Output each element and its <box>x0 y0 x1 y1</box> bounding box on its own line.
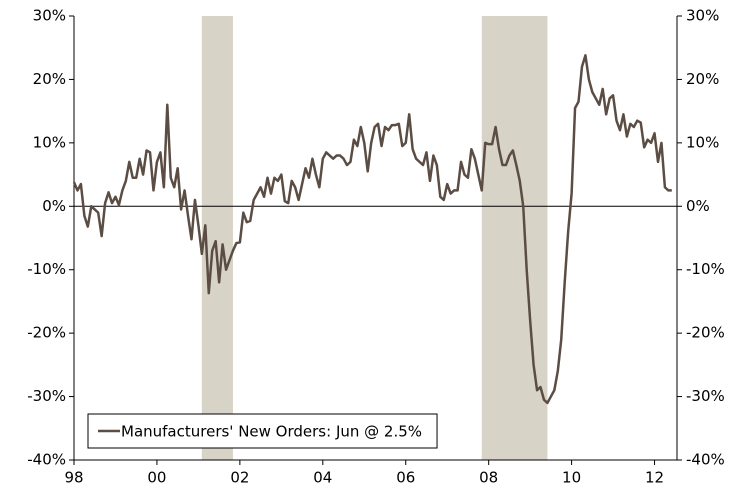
legend-box <box>87 413 438 449</box>
y2-tick-label: 10% <box>686 133 719 151</box>
y2-tick-label: 20% <box>686 70 719 88</box>
x-tick-label: 02 <box>230 469 249 487</box>
y-tick-label: -40% <box>27 451 66 469</box>
recession-band <box>481 16 548 460</box>
x-tick-label: 12 <box>645 469 664 487</box>
x-tick-label: 04 <box>313 469 332 487</box>
y-tick-label: -30% <box>27 387 66 405</box>
y2-tick-label: -40% <box>686 451 725 469</box>
x-tick-label: 08 <box>479 469 498 487</box>
y2-tick-label: 30% <box>686 7 719 25</box>
y-tick-label: 30% <box>33 7 66 25</box>
series-line <box>72 54 672 405</box>
y-tick-label: 20% <box>33 70 66 88</box>
y-tick-label: -10% <box>27 260 66 278</box>
x-tick-label: 10 <box>562 469 581 487</box>
y2-tick-label: -10% <box>686 260 725 278</box>
y2-tick-label: -30% <box>686 387 725 405</box>
legend: Manufacturers' New Orders: Jun @ 2.5% <box>87 413 438 449</box>
x-tick-label: 00 <box>147 469 166 487</box>
y-tick-label: 10% <box>33 133 66 151</box>
legend-label: Manufacturers' New Orders: Jun @ 2.5% <box>121 423 422 441</box>
x-tick-label: 98 <box>64 469 83 487</box>
y2-tick-label: -20% <box>686 324 725 342</box>
y2-tick-label: 0% <box>686 197 710 215</box>
y-tick-label: -20% <box>27 324 66 342</box>
y-tick-label: 0% <box>42 197 66 215</box>
x-tick-label: 06 <box>396 469 415 487</box>
